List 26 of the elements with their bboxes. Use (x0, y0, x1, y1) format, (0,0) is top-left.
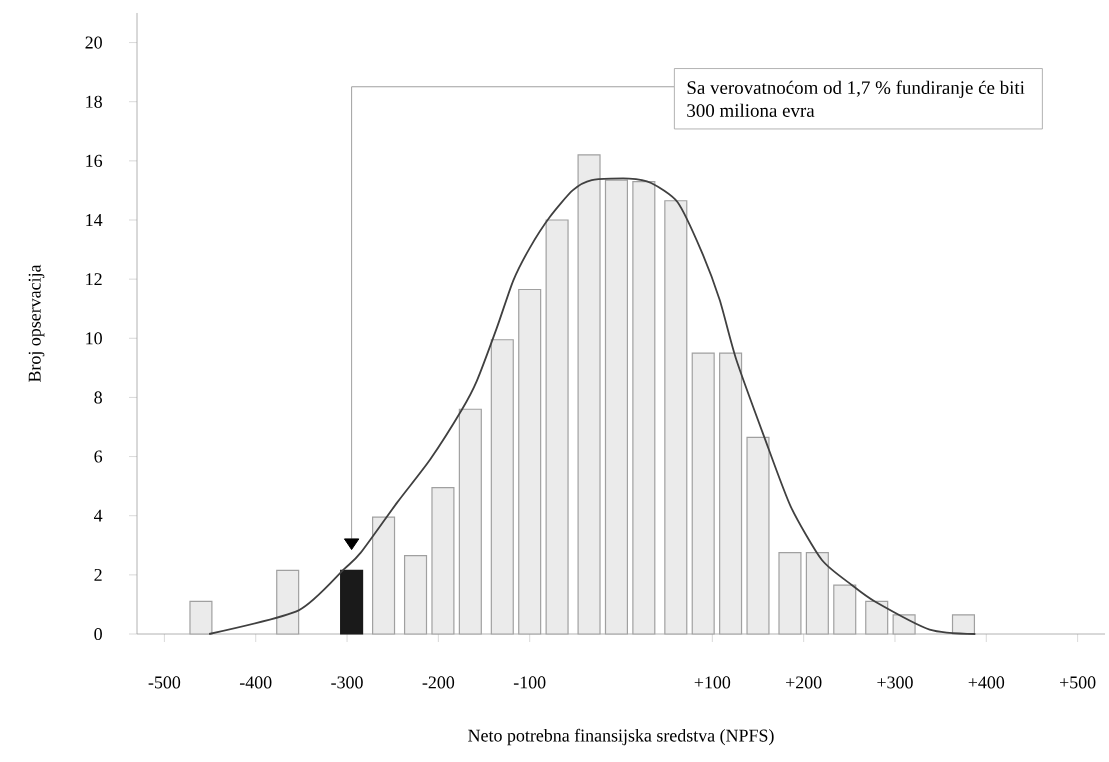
y-tick-label: 20 (85, 36, 102, 49)
x-axis-title: Neto potrebna finansijska sredstva (NPFS) (468, 728, 774, 746)
y-tick-label: 10 (86, 332, 102, 345)
x-tick-label: -100 (513, 676, 546, 689)
x-tick-label: -200 (422, 676, 455, 689)
y-tick-label: 6 (94, 450, 103, 463)
y-tick-label: 4 (94, 509, 103, 522)
y-tick-label: 18 (86, 95, 102, 108)
x-tick-label: +500 (1060, 676, 1096, 689)
y-tick-label: 0 (94, 627, 102, 641)
x-tick-label: +100 (694, 676, 731, 689)
annotation: Sa verovatnoćom od 1,7 % fundiranje će biti 300 miliona evra (687, 80, 1025, 117)
y-tick-label: 2 (94, 568, 102, 581)
x-tick-label: -400 (239, 676, 272, 689)
x-tick-label: +200 (786, 676, 822, 689)
x-tick-label: +300 (877, 676, 913, 689)
x-tick-label: -500 (148, 676, 181, 689)
y-tick-label: 14 (86, 214, 103, 226)
bar (340, 569, 364, 635)
y-axis-title: Broj opservacija (28, 264, 45, 382)
x-tick-label: +400 (968, 676, 1005, 689)
y-tick-label: 8 (94, 391, 102, 404)
x-tick-label: -300 (331, 676, 363, 689)
y-tick-label: 12 (86, 273, 102, 286)
y-tick-label: 16 (86, 154, 103, 167)
line-series (208, 177, 977, 635)
